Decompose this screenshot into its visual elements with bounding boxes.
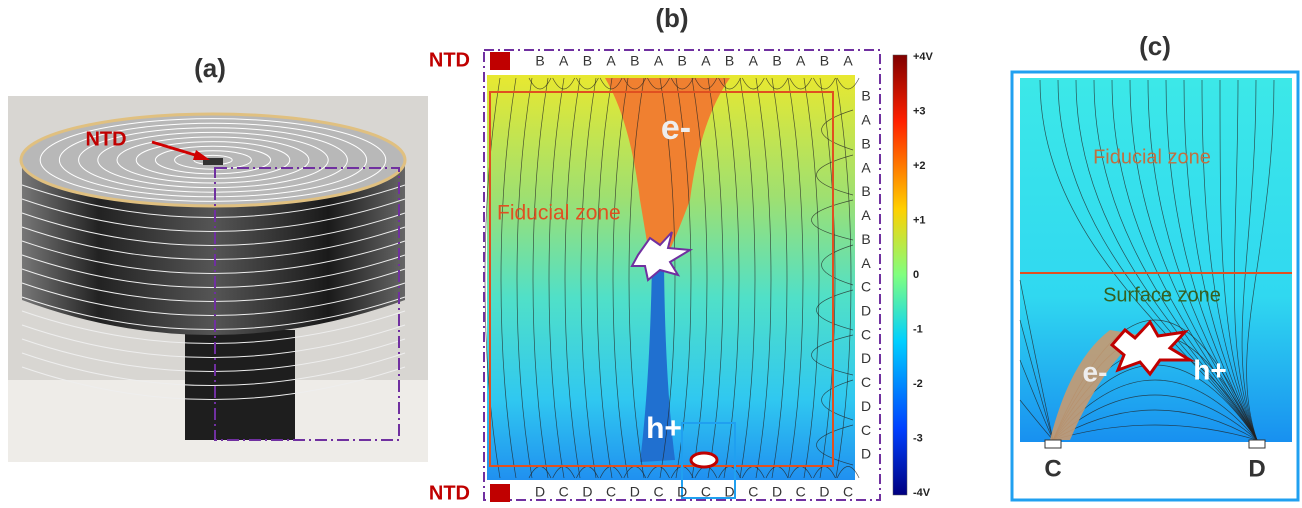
electrode-label: D [630,484,640,500]
panel-label: (c) [1139,31,1171,61]
electrode-label: A [559,53,569,69]
panel-label: (a) [194,53,226,83]
fiducial-label: Fiducial zone [1093,146,1211,168]
electrode-label: C [843,484,853,500]
colorbar-label: -1 [913,323,923,335]
electrode-label: A [654,53,664,69]
electrode-label: A [861,112,871,128]
colorbar-label: -4V [913,487,931,499]
electron-label: e- [661,109,691,147]
electrode-label: C [748,484,758,500]
electrode-label: C [861,374,871,390]
electrode-label: B [535,53,544,69]
electrode-label: D [535,484,545,500]
electrode-label: B [725,53,734,69]
surface-label: Surface zone [1103,284,1221,306]
colorbar [893,55,907,495]
electrode-label: D [582,484,592,500]
electrode-label: D [861,446,871,462]
hole-label: h+ [646,412,682,445]
electrode [1045,440,1061,448]
electrode-label: D [677,484,687,500]
ntd-label: NTD [85,128,126,150]
colorbar-label: -2 [913,378,923,390]
fiducial-label: Fiducial zone [497,202,621,225]
electrode-label: A [843,53,853,69]
electrode-label: B [861,231,870,247]
colorbar-label: +2 [913,160,926,172]
electrode-label: C [1044,455,1061,482]
electrode-label: A [861,207,871,223]
ntd-chip [490,52,510,70]
electrode-label: D [772,484,782,500]
electrode-label: A [861,159,871,175]
electrode-label: D [1248,455,1265,482]
electrode-label: C [559,484,569,500]
electrode-label: B [678,53,687,69]
electrode-label: D [861,350,871,366]
panel-label: (b) [655,3,688,33]
electrode-label: C [861,326,871,342]
electrode-label: A [861,255,871,271]
electrode-label: C [701,484,711,500]
colorbar-label: -3 [913,432,923,444]
hole-label: h+ [1193,354,1226,385]
ntd-label: NTD [429,49,470,71]
electrode-label: D [725,484,735,500]
colorbar-label: +1 [913,214,926,226]
electrode-label: B [772,53,781,69]
electrode-label: A [606,53,616,69]
electrode-label: B [861,88,870,104]
electrode-label: B [861,135,870,151]
photo [8,96,428,462]
electrode-label: C [861,422,871,438]
electrode-label: C [861,279,871,295]
electrode-label: B [861,183,870,199]
electrode-label: D [819,484,829,500]
electrode [1249,440,1265,448]
electrode-label: D [861,398,871,414]
electrode-label: A [749,53,759,69]
colorbar-label: +3 [913,105,926,117]
colorbar-label: 0 [913,269,919,281]
electrode-label: B [820,53,829,69]
figure: (a) NTD (b) NTD NTD e- h+ Fiducial zone … [0,0,1302,508]
electron-label: e- [1083,356,1108,387]
electrode-label: B [630,53,639,69]
electrode-label: C [653,484,663,500]
electrode-label: C [606,484,616,500]
electrode-label: B [583,53,592,69]
electrode-label: C [796,484,806,500]
ntd-label: NTD [429,482,470,504]
potential-map [1020,78,1292,442]
colorbar-label: +4V [913,51,934,63]
electrode-label: A [701,53,711,69]
electrode-label: D [861,303,871,319]
interaction-spot [691,453,717,467]
electrode-label: A [796,53,806,69]
ntd-chip [490,484,510,502]
